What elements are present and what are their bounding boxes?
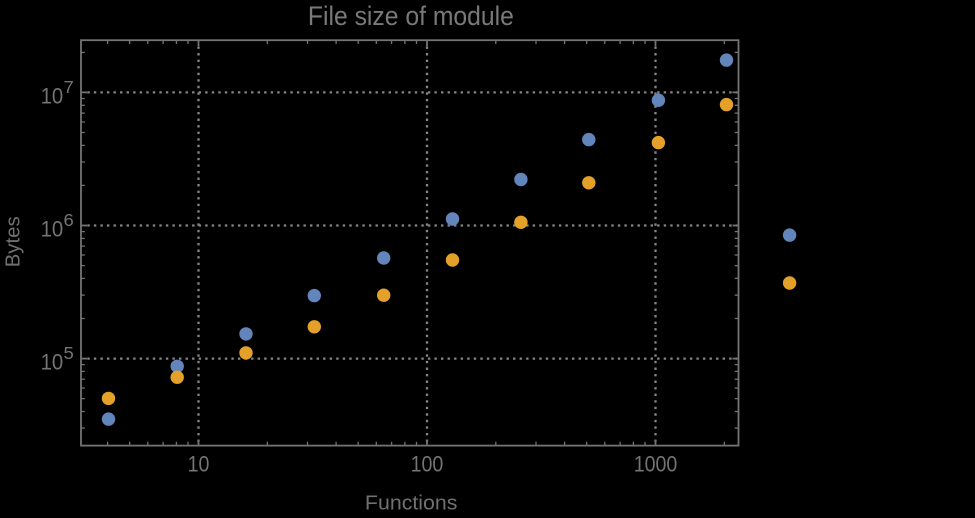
svg-text:Bytes: Bytes [2, 216, 24, 267]
svg-text:1000: 1000 [634, 452, 678, 477]
svg-text:10: 10 [188, 452, 210, 477]
svg-text:10: 10 [41, 217, 64, 242]
svg-text:Functions: Functions [365, 493, 458, 514]
svg-text:5: 5 [64, 343, 74, 363]
svg-text:10: 10 [41, 350, 64, 375]
svg-text:File size of module: File size of module [308, 1, 514, 31]
svg-text:10: 10 [41, 83, 64, 108]
svg-text:7: 7 [64, 77, 74, 97]
svg-text:100: 100 [411, 452, 444, 477]
svg-text:6: 6 [64, 210, 74, 230]
